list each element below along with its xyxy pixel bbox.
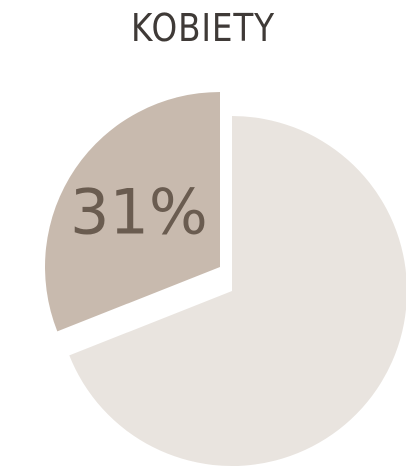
pie-slice-0 bbox=[45, 92, 220, 332]
pie-slice-1 bbox=[69, 116, 406, 466]
pie-slices bbox=[45, 92, 406, 466]
chart-title: KOBIETY bbox=[130, 6, 276, 50]
pie-slice-label-0: 31% bbox=[70, 175, 208, 248]
pie-labels: 31% bbox=[70, 175, 208, 248]
